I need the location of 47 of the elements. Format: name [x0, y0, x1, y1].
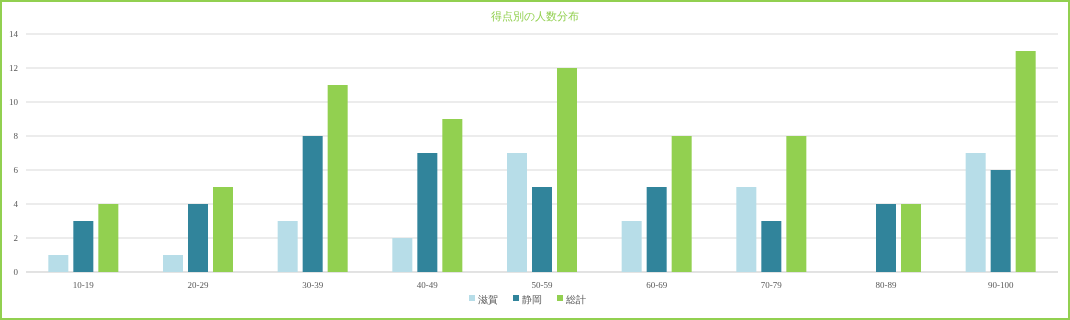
x-tick-label: 20-29 [187, 280, 209, 290]
x-tick-label: 10-19 [72, 280, 95, 290]
bar [532, 187, 552, 272]
y-tick-label: 10 [9, 97, 19, 107]
bar [1015, 51, 1036, 272]
x-tick-label: 60-69 [646, 280, 668, 290]
legend-label: 滋賀 [478, 294, 498, 305]
bar [327, 85, 348, 272]
bar [507, 153, 527, 272]
bar [213, 187, 233, 272]
y-tick-label: 2 [13, 233, 18, 243]
bar [392, 238, 413, 272]
y-tick-label: 6 [13, 165, 19, 175]
bar [876, 204, 896, 272]
bar [901, 204, 921, 272]
x-tick-label: 70-79 [760, 280, 783, 290]
legend-label: 総計 [565, 294, 586, 305]
x-tick-label: 30-39 [302, 280, 324, 290]
x-tick-label: 40-49 [416, 280, 439, 290]
bar [302, 136, 323, 272]
legend-label: 静岡 [522, 294, 542, 305]
bar [736, 187, 757, 272]
x-tick-label: 90-100 [987, 280, 1014, 290]
bar [163, 255, 183, 272]
x-tick-label: 80-89 [875, 280, 897, 290]
y-tick-label: 14 [9, 29, 19, 39]
bar [277, 221, 298, 272]
chart-title: 得点別の人数分布 [491, 10, 579, 23]
bar [98, 204, 119, 272]
bar [671, 136, 692, 272]
bar [646, 187, 667, 272]
bar [442, 119, 463, 272]
bar [73, 221, 94, 272]
bar [990, 170, 1011, 272]
bar [761, 221, 782, 272]
bar [965, 153, 986, 272]
y-tick-label: 4 [13, 199, 19, 209]
x-tick-label: 50-59 [531, 280, 553, 290]
bar [188, 204, 208, 272]
bar [417, 153, 438, 272]
y-tick-label: 8 [13, 131, 19, 141]
bar [786, 136, 807, 272]
bar [621, 221, 642, 272]
bar [557, 68, 577, 272]
bar [48, 255, 69, 272]
y-tick-label: 12 [9, 63, 18, 73]
y-tick-label: 0 [13, 267, 19, 277]
